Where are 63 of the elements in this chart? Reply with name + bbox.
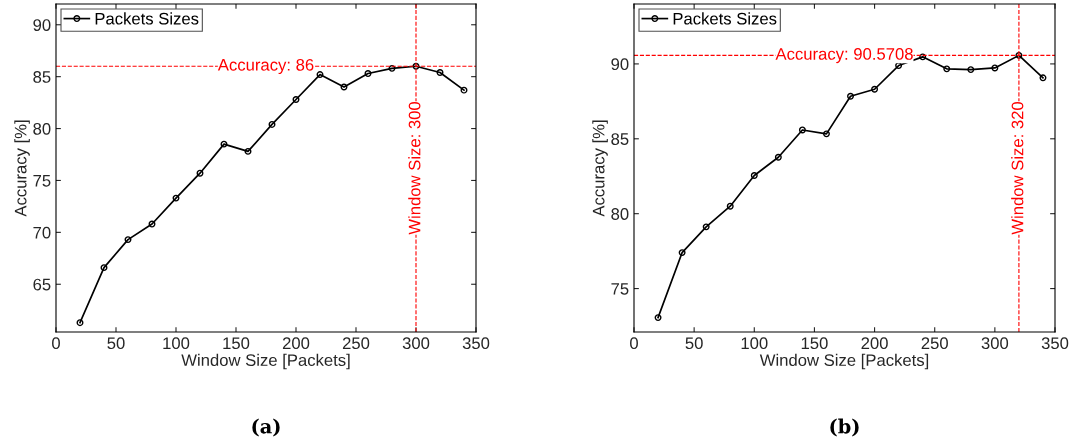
x-tick-label: 100 [741,337,768,350]
x-tick-label: 300 [402,337,430,350]
x-tick-label: 150 [223,337,250,350]
point [364,70,372,78]
point [436,69,444,76]
point [895,62,903,70]
point [871,85,879,93]
ref-line-label: Accuracy: 86 [217,58,314,75]
point [460,86,468,94]
point [943,65,951,73]
y-tick-label: 85 [611,133,629,145]
y-tick-label: 65 [33,278,51,291]
y-tick-label: 75 [33,175,51,187]
x-tick-label: 50 [107,337,125,350]
point [100,264,108,272]
x-tick-label: 200 [282,337,310,350]
ref-line-label: Window Size: 320 [1011,101,1024,235]
x-tick-label: 250 [921,337,948,350]
point [847,92,854,100]
y-tick-label: 80 [33,122,51,135]
point [822,130,830,138]
point [1039,74,1047,82]
legend-label: Packets Sizes [95,12,199,25]
point [654,314,662,322]
point [967,66,975,74]
x-tick-label: 100 [163,337,190,350]
y-tick-label: 80 [611,208,629,220]
y-tick-label: 90 [611,58,629,71]
y-tick-label: 90 [33,19,51,31]
text: (b) [830,418,859,437]
point [76,319,84,327]
ref-line-label: Accuracy: 90.5708 [775,48,913,64]
point [292,96,300,103]
point [798,126,806,134]
x-tick-label: 50 [685,337,703,350]
x-axis-title: Window Size [Packets] [181,353,350,370]
point [726,202,734,210]
y-axis-title: Accuracy [%] [592,120,608,217]
point [702,223,710,231]
x-tick-label: 0 [630,337,638,350]
ref-line-label: Window Size: 300 [408,101,421,235]
x-tick-label: 350 [462,337,490,350]
point [750,172,758,179]
y-tick-label: 85 [33,71,51,83]
x-tick-label: 350 [1041,337,1069,350]
text: (a) [252,418,280,437]
point [196,169,204,177]
y-tick-label: 75 [611,283,629,295]
point [774,153,782,161]
legend-label: Packets Sizes [673,12,777,25]
x-axis-title: Window Size [Packets] [759,353,929,370]
x-tick-label: 150 [801,337,828,350]
point [678,249,686,257]
point [268,120,276,128]
x-tick-label: 0 [52,337,60,350]
point [124,236,132,244]
x-tick-label: 300 [981,337,1009,350]
x-tick-label: 200 [861,337,888,350]
point [244,147,252,155]
point [316,71,324,79]
y-tick-label: 70 [33,226,51,239]
x-tick-label: 250 [342,337,370,350]
y-axis-title: Accuracy [%] [14,120,30,217]
